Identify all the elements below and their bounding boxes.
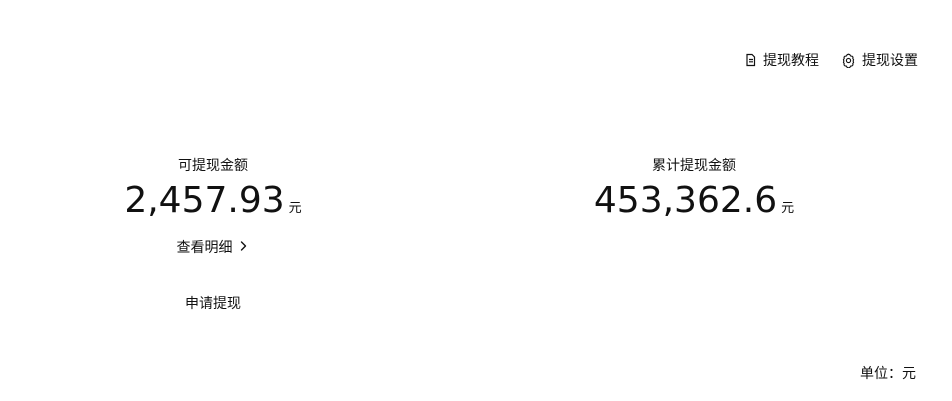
view-details-label: 查看明细 [176, 240, 233, 256]
available-withdrawal-unit: 元 [288, 201, 302, 216]
available-withdrawal-panel: 可提现金额 2,457.93 元 [124, 156, 301, 219]
total-withdrawal-unit: 元 [781, 201, 795, 216]
gear-icon [841, 53, 856, 68]
available-withdrawal-label: 可提现金额 [177, 158, 248, 174]
chevron-right-icon [240, 238, 248, 258]
withdrawal-tutorial-link[interactable]: 提现教程 [744, 50, 819, 70]
available-withdrawal-value-row: 2,457.93 元 [124, 183, 301, 219]
total-withdrawal-label: 累计提现金额 [651, 158, 736, 174]
apply-withdrawal-button[interactable]: 申请提现 [185, 296, 241, 312]
withdrawal-tutorial-label: 提现教程 [763, 53, 819, 69]
withdrawal-settings-label: 提现设置 [862, 53, 918, 69]
document-icon [744, 53, 757, 67]
total-withdrawal-panel: 累计提现金额 453,362.6 元 [594, 156, 794, 219]
header-links: 提现教程 提现设置 [744, 50, 918, 70]
unit-note: 单位：元 [860, 366, 916, 382]
withdrawal-settings-link[interactable]: 提现设置 [841, 50, 918, 70]
total-withdrawal-value-row: 453,362.6 元 [594, 183, 794, 219]
view-details-link[interactable]: 查看明细 [177, 238, 248, 258]
available-withdrawal-amount: 2,457.93 [124, 180, 285, 221]
total-withdrawal-amount: 453,362.6 [593, 180, 778, 221]
